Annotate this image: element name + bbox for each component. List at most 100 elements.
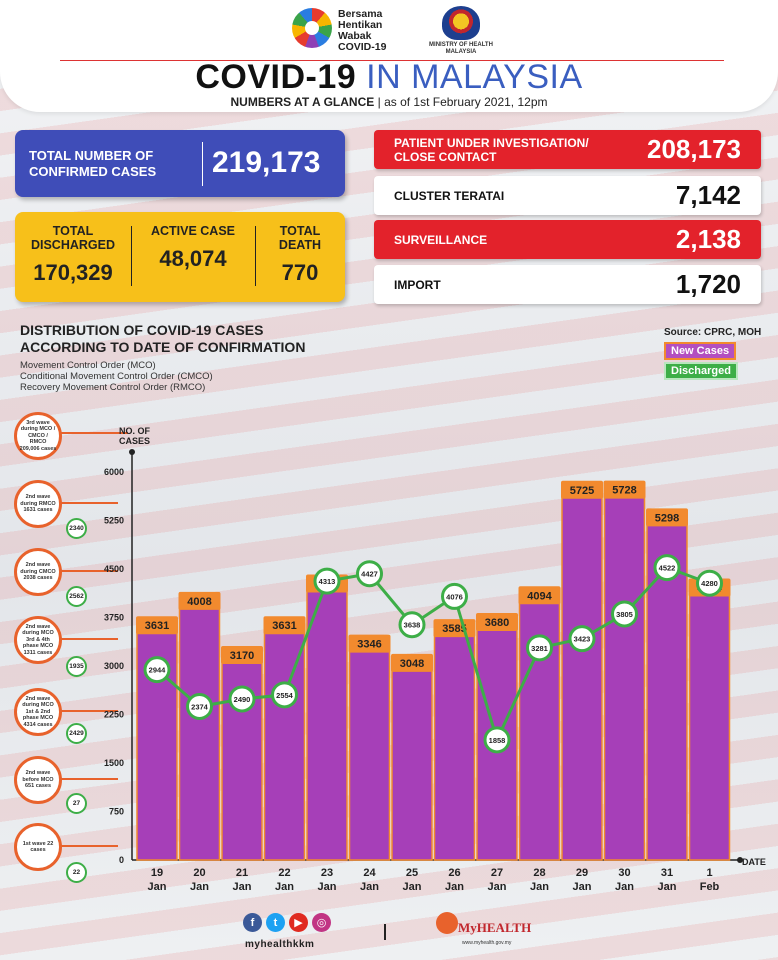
y-tick-label: 4500 <box>104 564 124 574</box>
breakdown-label: PATIENT UNDER INVESTIGATION/ CLOSE CONTA… <box>394 135 589 164</box>
wave-badge: 2340 <box>66 518 87 539</box>
discharged-col: TOTAL DISCHARGED 170,329 <box>21 224 125 286</box>
campaign-line: COVID-19 <box>338 41 387 53</box>
bar-label-box <box>221 646 263 665</box>
title-accent: IN MALAYSIA <box>366 58 583 96</box>
discharged-value-label: 2944 <box>149 666 167 675</box>
bar-value-label: 5728 <box>612 485 636 497</box>
x-tick-label: 24 <box>363 867 376 879</box>
distribution-notes: Movement Control Order (MCO) Conditional… <box>20 360 213 393</box>
x-axis-label: DATE <box>742 857 766 867</box>
discharged-point <box>313 567 341 595</box>
y-tick-label: 0 <box>119 855 124 865</box>
breakdown-value: 1,720 <box>675 269 741 299</box>
discharged-value-label: 4427 <box>361 570 378 579</box>
x-axis-cap <box>737 857 743 863</box>
bar <box>306 582 348 861</box>
death-value: 770 <box>281 260 319 285</box>
campaign-line: Hentikan <box>338 19 383 31</box>
wave-text: 2nd wave during CMCO 2038 cases <box>20 562 56 582</box>
wave-bubble: 2nd wave during RMCO 1631 cases <box>14 480 62 528</box>
campaign-text: Bersama Hentikan Wabak COVID-19 <box>338 9 386 53</box>
bar-value-label: 3680 <box>485 617 509 629</box>
wave-connector <box>58 570 118 572</box>
bar-value-label: 4008 <box>187 596 211 608</box>
x-tick-label: Jan <box>615 881 634 893</box>
x-tick-label: Jan <box>275 881 294 893</box>
discharged-point <box>356 560 383 588</box>
bar-label-box <box>561 480 603 499</box>
social-handle: myhealthkkm <box>245 939 315 950</box>
wave-badge: 2429 <box>66 723 87 744</box>
col-separator <box>255 226 256 286</box>
discharged-value-label: 3805 <box>616 610 633 619</box>
wave-connector <box>58 502 118 504</box>
discharged-point <box>271 681 298 709</box>
bar-label-box <box>646 508 688 527</box>
wave-bubble: 2nd wave during CMCO 2038 cases <box>14 548 62 596</box>
bar-value-label: 3631 <box>145 620 169 632</box>
bar <box>263 624 306 861</box>
page-title: COVID-19 IN MALAYSIA <box>0 58 778 97</box>
wave-text: 2nd wave during MCO 1st & 2nd phase MCO … <box>22 695 54 728</box>
wave-text: 1st wave 22 cases <box>22 840 54 854</box>
facebook-icon[interactable]: f <box>243 913 262 932</box>
x-tick-label: Jan <box>360 881 379 893</box>
discharged-value-label: 4522 <box>659 564 676 573</box>
breakdown-row-close-contact: PATIENT UNDER INVESTIGATION/ CLOSE CONTA… <box>374 130 761 169</box>
bar <box>348 642 391 861</box>
bar-value-label: 3631 <box>272 620 296 632</box>
malaysia-crest-icon <box>442 6 480 40</box>
wave-badge: 22 <box>66 862 87 883</box>
x-tick-label: Jan <box>573 881 592 893</box>
wave-text: 2nd wave during RMCO 1631 cases <box>20 494 56 514</box>
outcome-card: TOTAL DISCHARGED 170,329 ACTIVE CASE 48,… <box>15 212 345 302</box>
death-col: TOTAL DEATH 770 <box>259 224 341 286</box>
discharged-value: 170,329 <box>33 260 113 285</box>
myhealth-logo: MyHEALTH www.myhealth.gov.my <box>436 910 534 952</box>
breakdown-row-cluster: CLUSTER TERATAI 7,142 <box>374 176 761 215</box>
y-tick-label: 3750 <box>104 613 124 623</box>
y-tick-label: 6000 <box>104 467 124 477</box>
x-tick-label: 25 <box>406 867 418 879</box>
bar-label-box <box>178 591 221 610</box>
x-tick-label: 28 <box>533 867 545 879</box>
breakdown-label: IMPORT <box>394 277 441 292</box>
discharged-point <box>483 726 511 754</box>
discharged-point <box>696 569 723 597</box>
discharged-point <box>611 600 638 628</box>
legend-new-cases: New Cases <box>664 342 737 360</box>
x-tick-label: 31 <box>661 867 673 879</box>
y-tick-label: 750 <box>109 807 124 817</box>
discharged-point <box>568 625 596 653</box>
campaign-line: Bersama <box>338 8 383 20</box>
x-tick-label: 22 <box>278 867 290 879</box>
breakdown-label: SURVEILLANCE <box>394 232 488 247</box>
active-col: ACTIVE CASE 48,074 <box>137 224 249 272</box>
breakdown-value: 208,173 <box>647 134 741 164</box>
myhealth-brand: MyHEALTH <box>458 920 532 935</box>
wave-badge: 1935 <box>66 656 87 677</box>
x-tick-label: Jan <box>488 881 507 893</box>
col-separator <box>131 226 132 286</box>
breakdown-row-surveillance: SURVEILLANCE 2,138 <box>374 220 761 259</box>
bar-value-label: 5298 <box>655 512 679 524</box>
y-tick-label: 5250 <box>104 516 124 526</box>
instagram-icon[interactable]: ◎ <box>312 913 331 932</box>
header: Bersama Hentikan Wabak COVID-19 MINISTRY… <box>0 0 778 112</box>
wave-connector <box>58 710 118 712</box>
discharged-point <box>143 656 171 684</box>
discharged-point <box>398 611 426 639</box>
x-tick-label: 29 <box>576 867 588 879</box>
x-tick-label: Jan <box>445 881 464 893</box>
bar <box>391 662 433 861</box>
bar-label-box <box>348 634 391 653</box>
card-separator <box>202 142 203 186</box>
y-tick-label: 1500 <box>104 758 124 768</box>
x-tick-label: 20 <box>193 867 205 879</box>
myhealth-emblem-icon <box>436 912 458 934</box>
source-label: Source: CPRC, MOH <box>664 327 762 338</box>
twitter-icon[interactable]: t <box>266 913 285 932</box>
youtube-icon[interactable]: ▶ <box>289 913 308 932</box>
